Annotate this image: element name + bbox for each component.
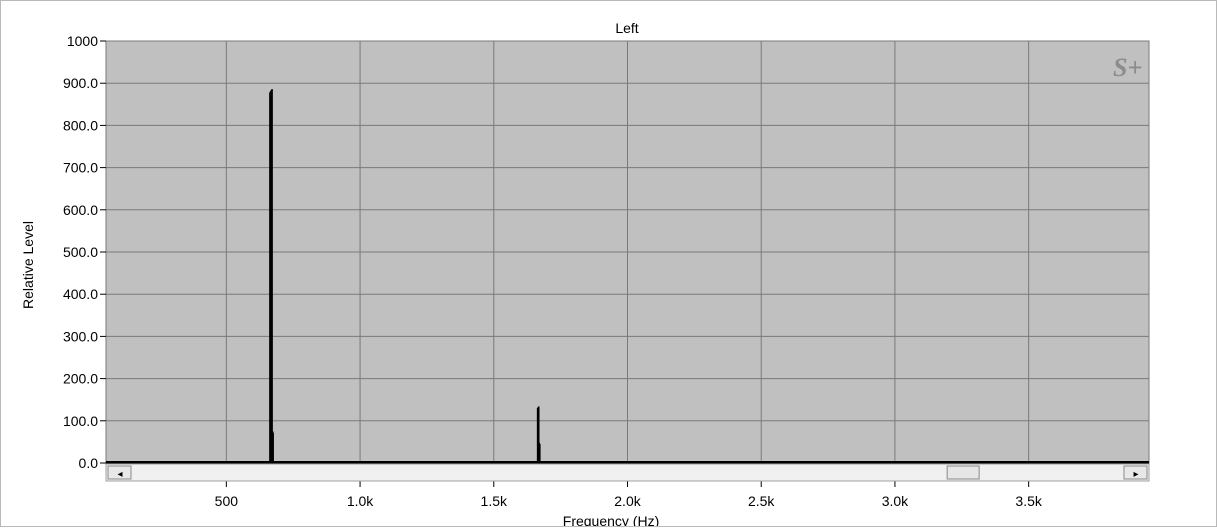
y-tick-label: 400.0 <box>63 286 98 302</box>
chevron-right-icon: ▸ <box>1133 469 1138 480</box>
y-tick-label: 800.0 <box>63 117 98 133</box>
chevron-left-icon: ◂ <box>117 469 122 480</box>
watermark-logo: S+ <box>1113 53 1142 82</box>
x-axis-label: Frequency (Hz) <box>563 513 659 526</box>
bar <box>272 432 274 463</box>
y-tick-label: 900.0 <box>63 75 98 91</box>
bar <box>537 406 540 463</box>
y-tick-label: 100.0 <box>63 413 98 429</box>
y-tick-label: 0.0 <box>79 455 99 471</box>
x-tick-label: 500 <box>215 493 239 509</box>
y-tick-label: 600.0 <box>63 202 98 218</box>
x-tick-label: 3.5k <box>1015 493 1042 509</box>
scrollbar-thumb[interactable] <box>946 465 980 480</box>
y-tick-label: 500.0 <box>63 244 98 260</box>
chart-title: Left <box>615 20 638 36</box>
y-tick-label: 700.0 <box>63 160 98 176</box>
x-tick-label: 3.0k <box>882 493 909 509</box>
horizontal-scrollbar[interactable]: ◂ ▸ <box>105 463 1150 482</box>
bar <box>271 89 273 463</box>
scroll-right-button[interactable] <box>1123 465 1148 480</box>
y-tick-label: 1000 <box>67 33 98 49</box>
bar <box>538 444 541 463</box>
x-tick-label: 2.0k <box>614 493 641 509</box>
x-tick-label: 1.0k <box>347 493 374 509</box>
baseline <box>106 461 1149 464</box>
x-tick-label: 1.5k <box>481 493 508 509</box>
scroll-left-button[interactable] <box>107 465 132 480</box>
bars-group <box>269 89 541 464</box>
grid-lines <box>106 40 1149 463</box>
y-tick-label: 200.0 <box>63 371 98 387</box>
x-tick-labels: 500 1.0k 1.5k 2.0k 2.5k 3.0k 3.5k <box>215 481 1043 509</box>
scrollbar-track[interactable] <box>105 463 1150 482</box>
y-axis-label: Relative Level <box>20 221 36 309</box>
y-tick-labels: 0.0 100.0 200.0 300.0 400.0 500.0 600.0 700.0 80… <box>63 33 106 471</box>
x-tick-label: 2.5k <box>748 493 775 509</box>
y-tick-label: 300.0 <box>63 328 98 344</box>
